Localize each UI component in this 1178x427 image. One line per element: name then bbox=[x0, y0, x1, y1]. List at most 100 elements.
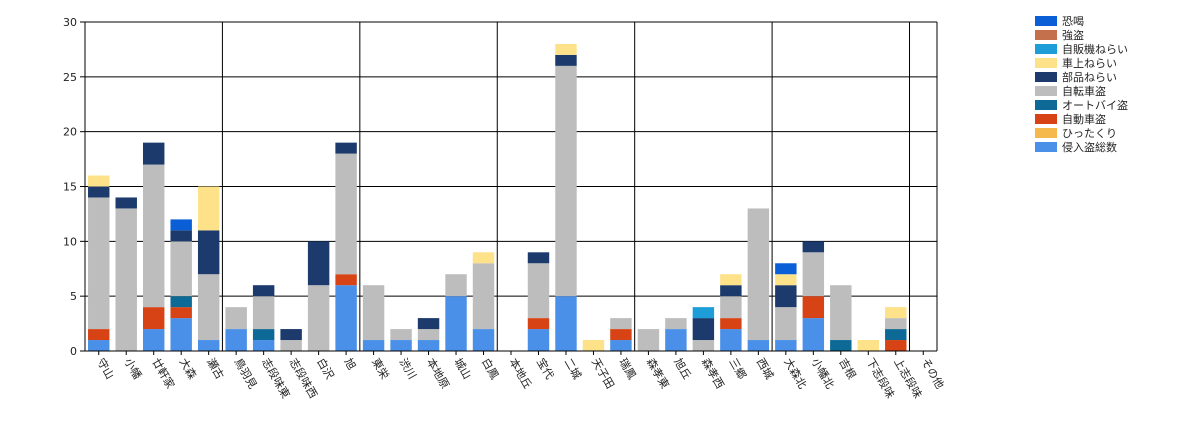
bar-segment-城山-侵入盗総数 bbox=[445, 296, 467, 351]
legend: 恐喝強盗自販機ねらい車上ねらい部品ねらい自転車盗オートバイ盗自動車盗ひったくり侵… bbox=[1035, 15, 1128, 154]
bar-segment-鳥羽見-自転車盗 bbox=[225, 307, 247, 330]
bar-segment-旭-部品ねらい bbox=[335, 142, 357, 154]
bar-segment-二城-車上ねらい bbox=[555, 43, 577, 55]
bar-segment-志段味東-部品ねらい bbox=[252, 285, 275, 297]
bar-segment-宝代-部品ねらい bbox=[527, 252, 550, 264]
bar-segment-大森北-恐喝 bbox=[775, 263, 797, 275]
x-category-label: 大森 bbox=[177, 356, 200, 382]
legend-entry-label: 強盗 bbox=[1062, 29, 1084, 42]
x-axis-labels: 守山 小幡 廿軒家 大森 瀬古 鳥羽見 志段味東志段味西白沢旭東栄 渋川 本地原 城山 白鳳 本地丘宝… bbox=[94, 351, 946, 401]
bar-segment-守山-自動車盗 bbox=[88, 329, 110, 341]
legend-swatch bbox=[1035, 30, 1057, 40]
legend-swatch bbox=[1035, 58, 1057, 68]
bar-segment-二城-部品ねらい bbox=[555, 54, 577, 66]
x-category-label: 白沢 bbox=[314, 356, 337, 382]
x-category-label: 渋川 bbox=[396, 356, 418, 382]
bar-segment-本地原-部品ねらい bbox=[417, 318, 440, 330]
y-tick-label: 30 bbox=[63, 16, 77, 29]
bar-segment-上志段味-オートバイ盗 bbox=[885, 329, 907, 341]
bar-segment-小幡北-侵入盗総数 bbox=[802, 318, 825, 351]
bar-segment-宝代-自転車盗 bbox=[527, 263, 550, 319]
x-category-label: 小幡 bbox=[122, 356, 145, 382]
x-category-label: 小幡北 bbox=[809, 356, 838, 392]
x-category-label: 二城 bbox=[561, 356, 583, 382]
x-category-label: 西城 bbox=[754, 356, 776, 382]
bar-segment-小幡北-部品ねらい bbox=[802, 241, 825, 253]
bar-segment-三郷-車上ねらい bbox=[720, 274, 742, 286]
bar-segment-小幡北-自動車盗 bbox=[802, 296, 825, 319]
x-category-label: 吉根 bbox=[836, 356, 859, 382]
legend-entry-label: ひったくり bbox=[1062, 127, 1117, 140]
x-category-label: 東栄 bbox=[369, 356, 392, 382]
x-category-label: 本地丘 bbox=[506, 356, 535, 392]
legend-entry-label: 自転車盗 bbox=[1062, 84, 1106, 98]
bar-segment-大森-部品ねらい bbox=[170, 230, 192, 242]
legend-swatch bbox=[1035, 128, 1057, 138]
bar-segment-廿軒家-自動車盗 bbox=[142, 307, 165, 330]
bar-segment-東栄-自転車盗 bbox=[362, 285, 385, 341]
x-category-label: 三郷 bbox=[726, 356, 749, 382]
x-category-label: 守山 bbox=[94, 356, 117, 382]
bar-segment-守山-部品ねらい bbox=[88, 186, 110, 198]
bar-segment-志段味東-侵入盗総数 bbox=[252, 340, 275, 351]
bar-segment-大森-恐喝 bbox=[170, 219, 192, 231]
bar-segment-吉根-自転車盗 bbox=[830, 285, 852, 341]
bar-segment-西城-侵入盗総数 bbox=[747, 340, 770, 351]
bar-segment-守山-侵入盗総数 bbox=[88, 340, 110, 351]
bar-segment-三郷-侵入盗総数 bbox=[720, 329, 742, 351]
bar-segment-旭丘-自転車盗 bbox=[665, 318, 687, 330]
bar-segment-守山-車上ねらい bbox=[88, 175, 110, 187]
x-category-label: 森孝西 bbox=[699, 356, 728, 392]
bar-segment-白鳳-自転車盗 bbox=[472, 263, 495, 330]
bar-segment-大森北-侵入盗総数 bbox=[775, 340, 797, 351]
legend-entry-label: 自販機ねらい bbox=[1062, 42, 1128, 56]
bar-segment-本地原-侵入盗総数 bbox=[417, 340, 440, 351]
bar-segment-廿軒家-部品ねらい bbox=[142, 142, 165, 165]
bar-segment-吉根-オートバイ盗 bbox=[830, 340, 852, 351]
bar-segment-白鳳-侵入盗総数 bbox=[472, 329, 495, 351]
bar-segment-旭-侵入盗総数 bbox=[335, 285, 357, 351]
bar-segment-白鳳-車上ねらい bbox=[472, 252, 495, 264]
legend-entry-label: 恐喝 bbox=[1062, 15, 1084, 28]
bar-segment-二城-自転車盗 bbox=[555, 65, 577, 297]
bar-marks bbox=[88, 43, 907, 351]
bar-segment-瑞鳳-自転車盗 bbox=[610, 318, 632, 330]
bar-segment-志段味西-自転車盗 bbox=[280, 340, 302, 351]
x-category-label: 大森北 bbox=[781, 356, 810, 392]
bar-segment-小幡北-自転車盗 bbox=[802, 252, 825, 297]
bar-segment-瑞鳳-自動車盗 bbox=[610, 329, 632, 341]
bar-segment-旭-自動車盗 bbox=[335, 274, 357, 286]
y-tick-label: 25 bbox=[63, 71, 77, 84]
bar-segment-大森北-部品ねらい bbox=[775, 285, 797, 308]
bar-segment-森孝西-自転車盗 bbox=[692, 340, 715, 351]
bar-segment-上志段味-自動車盗 bbox=[885, 340, 907, 351]
bar-segment-森孝東-自転車盗 bbox=[637, 329, 660, 351]
bar-segment-廿軒家-侵入盗総数 bbox=[142, 329, 165, 351]
x-category-label: 旭丘 bbox=[671, 356, 694, 382]
bar-segment-三郷-部品ねらい bbox=[720, 285, 742, 297]
bar-segment-瀬古-侵入盗総数 bbox=[197, 340, 220, 351]
y-tick-label: 15 bbox=[63, 181, 77, 194]
x-category-label: 旭 bbox=[341, 356, 359, 373]
bar-segment-大森-オートバイ盗 bbox=[170, 296, 192, 308]
bar-segment-志段味東-オートバイ盗 bbox=[252, 329, 275, 341]
bar-segment-西城-自転車盗 bbox=[747, 208, 770, 341]
x-category-label: 森孝東 bbox=[644, 356, 673, 392]
y-tick-label: 0 bbox=[70, 345, 77, 358]
bar-segment-天子田-車上ねらい bbox=[582, 340, 605, 351]
legend-entry-label: 部品ねらい bbox=[1062, 70, 1117, 84]
legend-entry-label: 侵入盗総数 bbox=[1062, 140, 1117, 154]
bar-segment-上志段味-車上ねらい bbox=[885, 307, 907, 319]
y-axis-ticks: 0 5 10 15 20 25 30 bbox=[63, 16, 85, 358]
legend-swatch bbox=[1035, 16, 1057, 26]
x-category-label: 本地原 bbox=[424, 356, 453, 392]
legend-entry-label: 自動車盗 bbox=[1062, 112, 1106, 126]
bar-segment-大森北-車上ねらい bbox=[775, 274, 797, 286]
bar-segment-瀬古-部品ねらい bbox=[197, 230, 220, 275]
legend-entry-label: オートバイ盗 bbox=[1062, 99, 1128, 112]
legend-swatch bbox=[1035, 100, 1057, 110]
bar-segment-東栄-侵入盗総数 bbox=[362, 340, 385, 351]
bar-segment-小幡-部品ねらい bbox=[115, 197, 137, 209]
x-category-label: 廿軒家 bbox=[149, 356, 178, 392]
